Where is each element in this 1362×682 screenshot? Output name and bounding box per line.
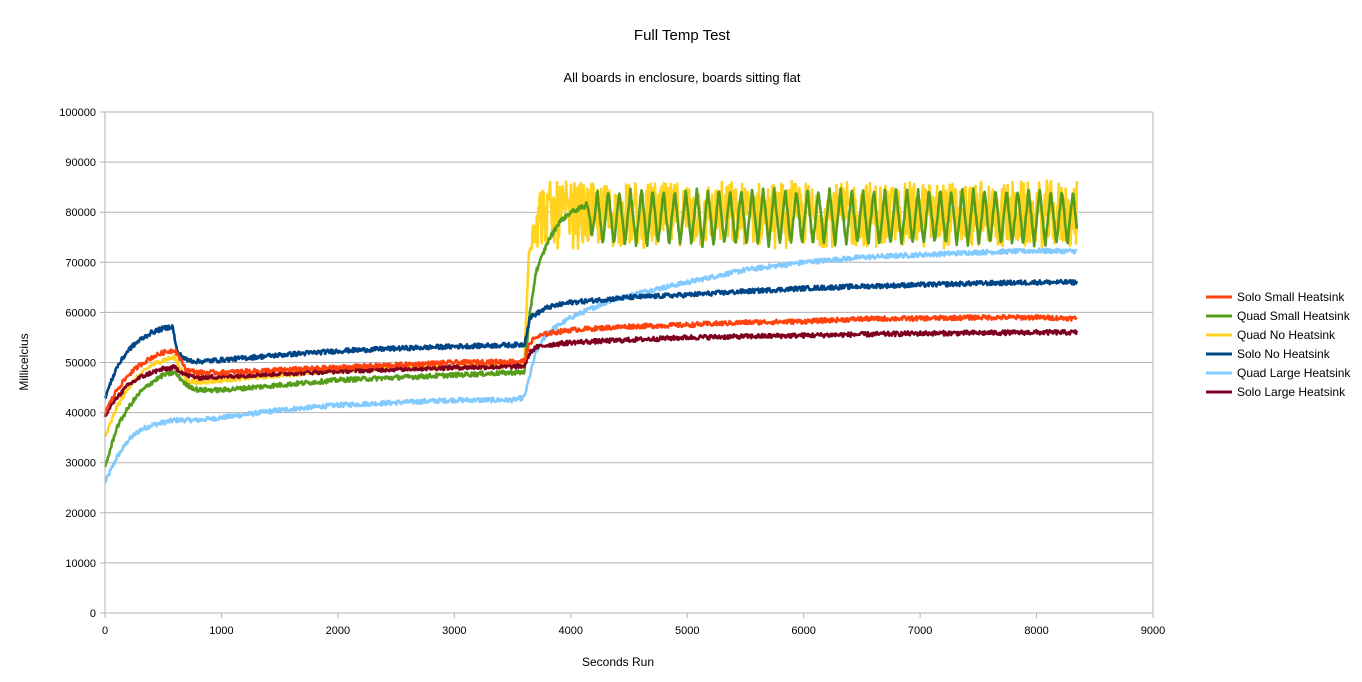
y-tick-label: 100000 xyxy=(59,107,96,119)
x-tick-label: 8000 xyxy=(1024,625,1048,637)
x-tick-label: 5000 xyxy=(675,625,699,637)
x-tick-label: 3000 xyxy=(442,625,466,637)
chart-subtitle: All boards in enclosure, boards sitting … xyxy=(563,70,800,85)
x-tick-label: 7000 xyxy=(908,625,932,637)
y-tick-label: 10000 xyxy=(65,558,96,570)
y-tick-label: 30000 xyxy=(65,458,96,470)
y-tick-label: 70000 xyxy=(65,257,96,269)
legend-label: Solo No Heatsink xyxy=(1237,347,1331,361)
y-tick-label: 50000 xyxy=(65,358,96,370)
y-axis-label: Millicelcius xyxy=(17,333,31,390)
x-tick-label: 0 xyxy=(102,625,108,637)
series-line-solo-small-heatsink xyxy=(103,313,1078,414)
series-layer xyxy=(103,179,1079,484)
y-tick-label: 60000 xyxy=(65,307,96,319)
legend-label: Solo Small Heatsink xyxy=(1237,290,1345,304)
x-tick-label: 6000 xyxy=(791,625,815,637)
legend-label: Quad Small Heatsink xyxy=(1237,309,1351,323)
y-tick-label: 20000 xyxy=(65,508,96,520)
y-tick-label: 90000 xyxy=(65,157,96,169)
y-tick-label: 0 xyxy=(90,608,96,620)
x-tick-label: 2000 xyxy=(326,625,350,637)
legend-label: Quad No Heatsink xyxy=(1237,328,1336,342)
x-tick-label: 1000 xyxy=(209,625,233,637)
series-line-solo-no-heatsink xyxy=(103,278,1079,400)
chart-title: Full Temp Test xyxy=(634,27,731,44)
legend-label: Solo Large Heatsink xyxy=(1237,385,1346,399)
legend-label: Quad Large Heatsink xyxy=(1237,366,1351,380)
x-tick-label: 4000 xyxy=(559,625,583,637)
y-tick-label: 80000 xyxy=(65,207,96,219)
x-axis-label: Seconds Run xyxy=(582,655,654,669)
y-tick-label: 40000 xyxy=(65,408,96,420)
series-line-solo-large-heatsink xyxy=(103,328,1079,418)
series-line-quad-small-heatsink xyxy=(103,187,1079,468)
legend: Solo Small Heatsink Quad Small Heatsink Qu… xyxy=(1206,290,1351,399)
y-tick-labels: 0 10000 20000 30000 40000 50000 60000 70000 8000… xyxy=(59,107,96,620)
x-tick-label: 9000 xyxy=(1141,625,1165,637)
axes xyxy=(100,111,1154,618)
x-tick-labels: 0 1000 2000 3000 4000 5000 6000 7000 8000 9000 xyxy=(102,625,1165,637)
series-line-quad-large-heatsink xyxy=(104,247,1078,484)
